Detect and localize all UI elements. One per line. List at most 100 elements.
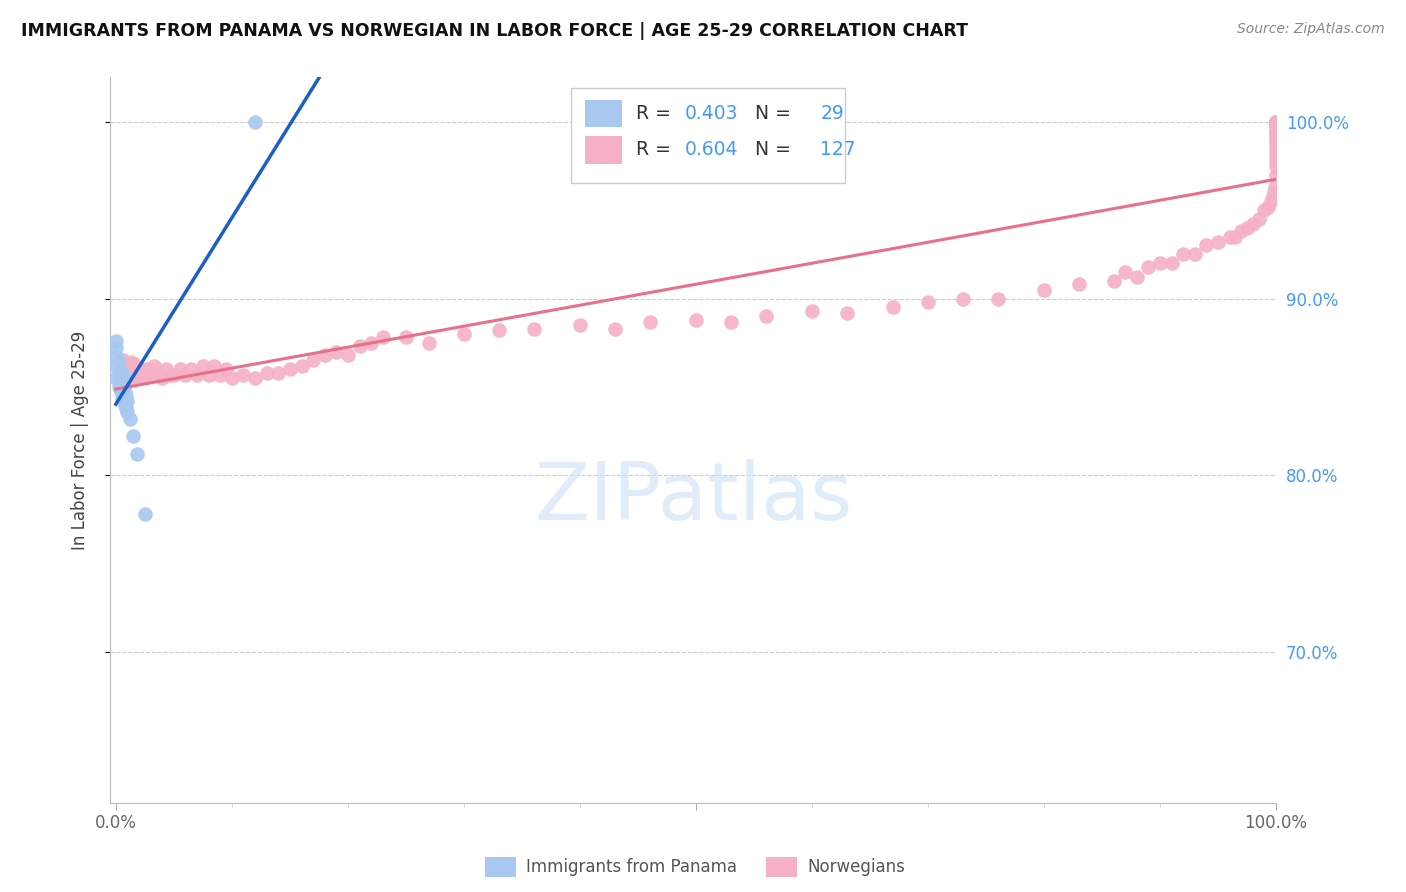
Point	[120, 355, 142, 369]
Point	[1265, 114, 1288, 128]
Point	[1126, 270, 1149, 285]
Point	[1265, 114, 1288, 128]
Point	[111, 366, 134, 380]
Text: 127: 127	[820, 140, 856, 160]
Point	[117, 405, 139, 419]
Point	[115, 401, 138, 416]
Point	[111, 392, 134, 407]
Point	[1265, 118, 1288, 132]
Point	[1102, 274, 1125, 288]
Point	[155, 362, 177, 376]
Point	[120, 362, 142, 376]
Point	[1265, 128, 1288, 143]
Point	[835, 306, 858, 320]
Point	[104, 334, 127, 348]
Point	[232, 368, 254, 382]
Point	[117, 359, 139, 373]
Point	[1264, 180, 1286, 194]
Point	[125, 447, 148, 461]
Point	[720, 314, 742, 328]
Point	[685, 312, 707, 326]
Point	[1184, 247, 1206, 261]
Point	[115, 362, 138, 376]
Point	[1265, 114, 1288, 128]
Point	[1265, 114, 1288, 128]
Point	[1265, 114, 1288, 128]
Point	[111, 380, 134, 394]
Point	[882, 301, 904, 315]
Point	[1265, 114, 1288, 128]
Point	[1265, 114, 1288, 128]
Point	[1230, 224, 1253, 238]
Point	[114, 357, 136, 371]
Point	[111, 389, 134, 403]
Point	[121, 368, 143, 382]
Point	[111, 362, 134, 376]
Point	[360, 335, 382, 350]
Point	[146, 366, 169, 380]
Point	[278, 362, 301, 376]
Point	[1265, 136, 1288, 150]
Point	[108, 355, 131, 369]
Point	[110, 385, 132, 400]
Point	[114, 398, 136, 412]
Point	[1195, 238, 1218, 252]
Text: R =: R =	[636, 104, 676, 123]
Point	[1265, 114, 1288, 128]
Point	[125, 371, 148, 385]
Point	[1265, 123, 1288, 137]
Text: 0.403: 0.403	[685, 104, 738, 123]
FancyBboxPatch shape	[571, 88, 845, 183]
Point	[122, 429, 145, 443]
Point	[204, 359, 226, 373]
Point	[124, 368, 146, 382]
Point	[186, 368, 208, 382]
Point	[174, 368, 197, 382]
Point	[131, 362, 153, 376]
Point	[104, 359, 127, 373]
Point	[114, 366, 136, 380]
Point	[112, 380, 135, 394]
Point	[124, 357, 146, 371]
Point	[418, 335, 440, 350]
Point	[243, 371, 266, 385]
Point	[1149, 256, 1171, 270]
Point	[215, 362, 238, 376]
Point	[221, 371, 243, 385]
Bar	[585, 136, 621, 164]
Point	[112, 369, 135, 384]
Point	[1263, 186, 1285, 200]
Text: ZIPatlas: ZIPatlas	[534, 459, 852, 537]
Point	[1067, 277, 1090, 292]
Text: 29: 29	[820, 104, 844, 123]
Point	[638, 314, 661, 328]
Point	[453, 326, 475, 341]
Point	[568, 318, 591, 332]
Text: Immigrants from Panama: Immigrants from Panama	[526, 858, 737, 876]
Point	[1265, 145, 1288, 159]
Point	[163, 368, 186, 382]
Y-axis label: In Labor Force | Age 25-29: In Labor Force | Age 25-29	[72, 330, 89, 549]
Point	[267, 366, 290, 380]
Point	[1265, 114, 1288, 128]
Point	[395, 330, 418, 344]
Point	[1265, 168, 1288, 182]
Point	[1247, 211, 1270, 226]
Point	[1206, 235, 1229, 249]
Point	[243, 114, 266, 128]
Point	[117, 394, 139, 409]
Point	[117, 366, 139, 380]
Text: 0.604: 0.604	[685, 140, 738, 160]
Point	[136, 362, 159, 376]
Point	[1265, 114, 1288, 128]
Point	[112, 392, 135, 407]
Point	[1261, 189, 1284, 203]
Point	[1236, 220, 1258, 235]
Point	[349, 339, 371, 353]
Point	[755, 309, 778, 323]
Point	[139, 368, 162, 382]
Point	[290, 359, 312, 373]
Point	[1265, 127, 1288, 141]
Point	[134, 369, 156, 384]
Point	[1265, 153, 1288, 168]
